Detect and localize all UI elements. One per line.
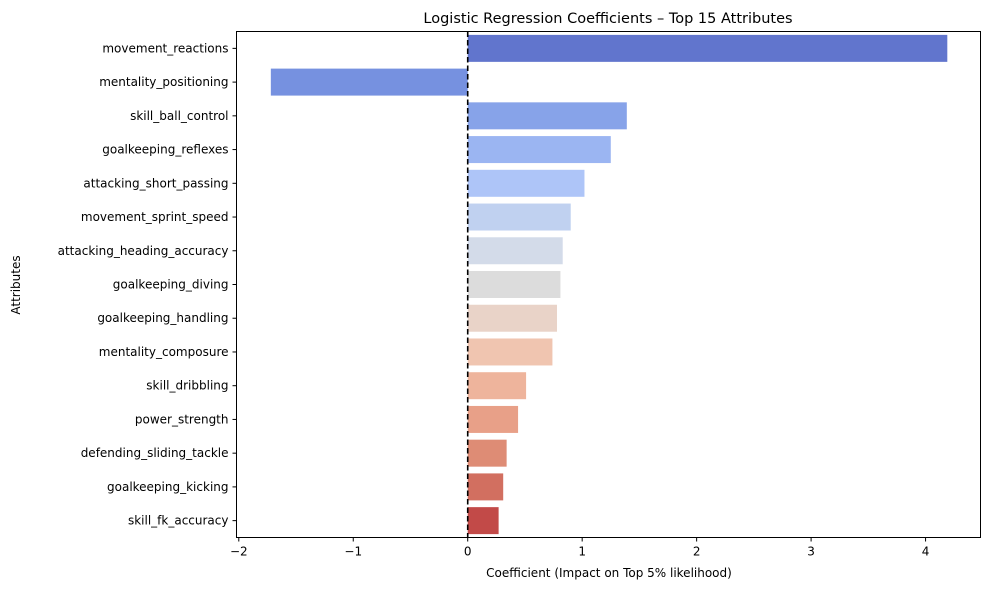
bar-movement_reactions [467,34,948,62]
bar-goalkeeping_handling [467,304,557,332]
y-tick-label: attacking_short_passing [83,176,228,190]
bar-goalkeeping_reflexes [467,136,611,164]
y-tick-label: mentality_composure [99,345,229,359]
x-ticks: −2 −1 0 1 2 3 4 [230,537,930,559]
bar-mentality_composure [467,338,553,366]
bar-defending_sliding_tackle [467,439,507,467]
y-tick-label: mentality_positioning [99,75,228,89]
x-tick-label: 4 [922,545,930,559]
y-tick-label: movement_reactions [102,41,228,55]
bar-skill_fk_accuracy [467,507,499,535]
y-tick-label: movement_sprint_speed [81,210,229,224]
y-tick-label: attacking_heading_accuracy [58,244,229,258]
y-tick-label: goalkeeping_kicking [107,480,229,494]
y-tick-label: skill_ball_control [130,109,228,123]
bar-attacking_heading_accuracy [467,237,563,265]
bar-skill_dribbling [467,372,527,400]
y-tick-label: goalkeeping_reflexes [102,143,228,157]
y-axis-label: Attributes [9,255,23,314]
x-axis-label: Coefficient (Impact on Top 5% likelihood… [486,566,732,580]
bar-attacking_short_passing [467,169,585,197]
bar-mentality_positioning [270,68,468,96]
y-tick-labels: movement_reactions mentality_positionings… [58,41,237,528]
bar-goalkeeping_diving [467,271,561,298]
y-tick-label: power_strength [135,412,229,426]
x-tick-label: −1 [344,545,362,559]
bar-skill_ball_control [467,102,627,130]
bar-movement_sprint_speed [467,203,571,231]
x-tick-label: 2 [693,545,701,559]
bars-group [270,34,948,535]
x-tick-label: −2 [230,545,248,559]
bar-power_strength [467,405,519,433]
y-tick-label: skill_dribbling [146,379,228,393]
y-tick-label: defending_sliding_tackle [81,446,229,460]
x-tick-label: 0 [464,545,472,559]
plot-frame [236,31,981,538]
y-tick-label: goalkeeping_diving [113,278,229,292]
y-tick-label: goalkeeping_handling [97,311,228,325]
x-tick-label: 3 [807,545,815,559]
x-tick-label: 1 [578,545,586,559]
chart-title: Logistic Regression Coefficients – Top 1… [423,11,792,27]
y-tick-label: skill_fk_accuracy [128,514,229,528]
bar-goalkeeping_kicking [467,473,504,501]
